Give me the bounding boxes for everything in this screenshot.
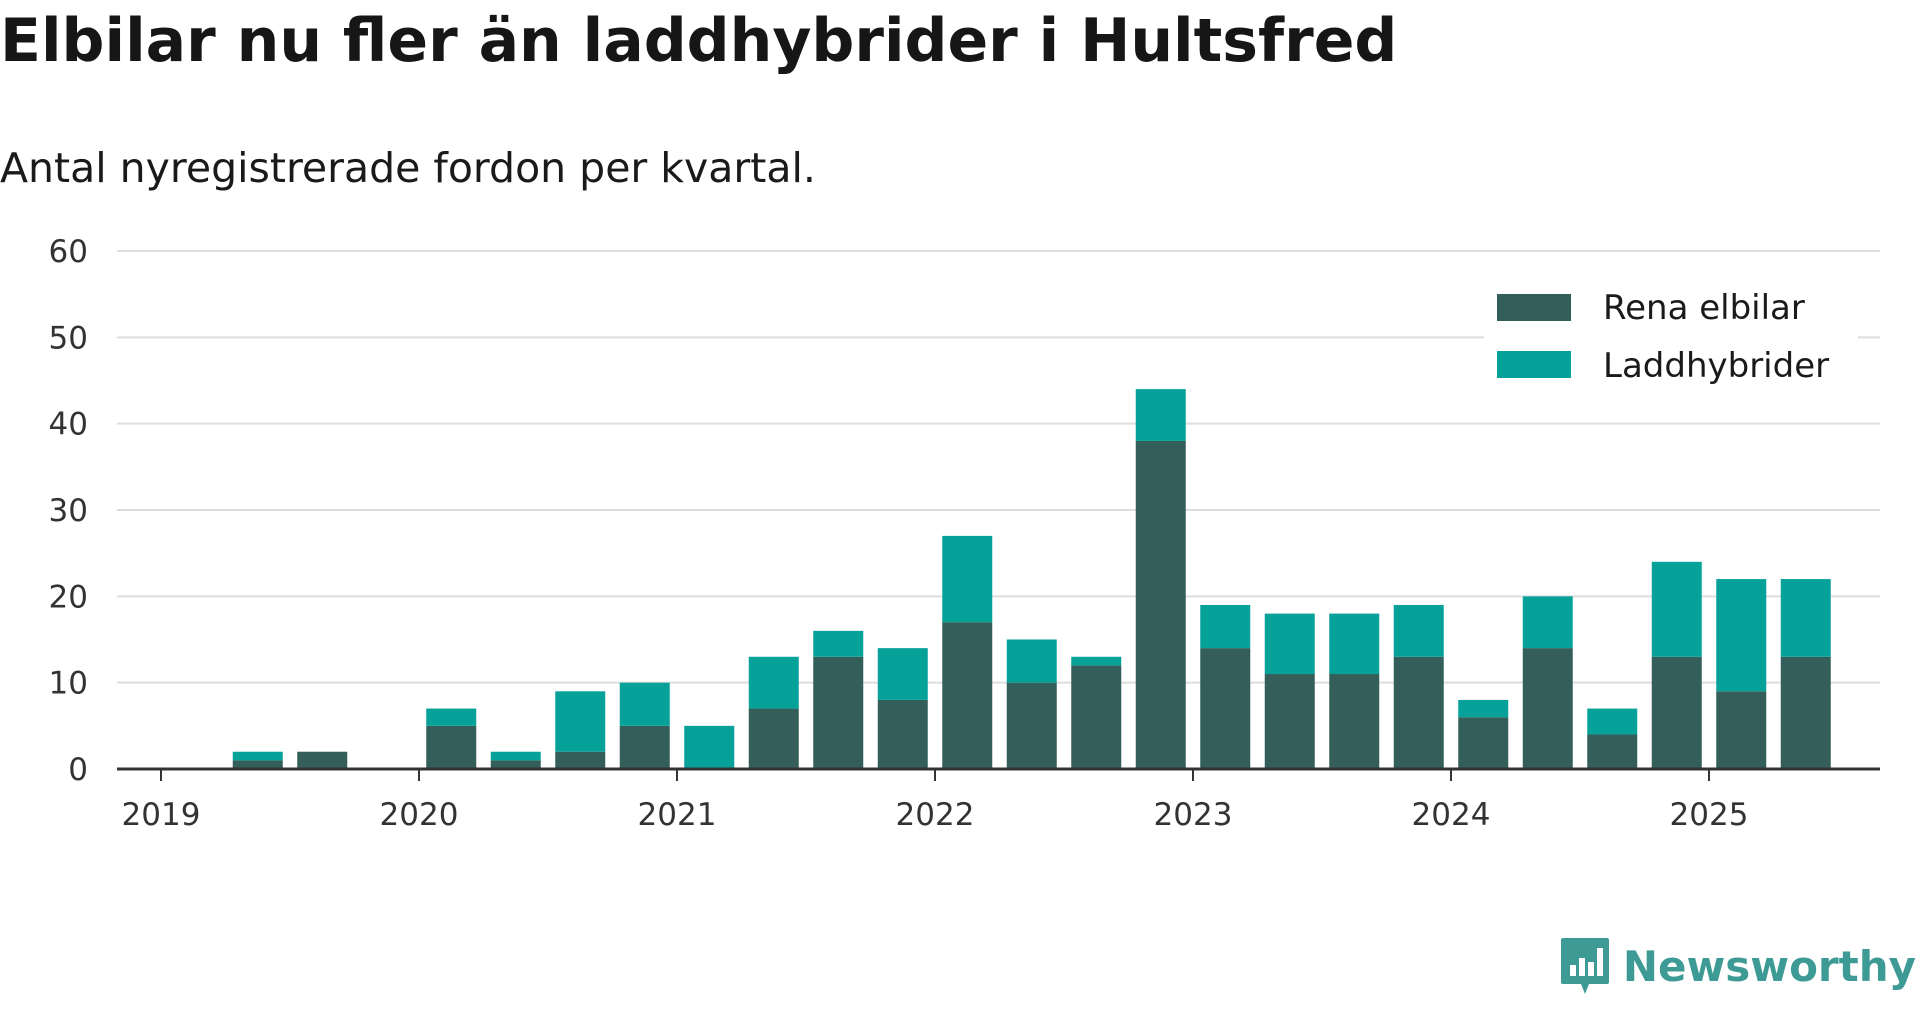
bar-electric [942,622,993,769]
bar-hybrid [1716,579,1767,692]
axes: 2019 2020 2021 2022 2023 2024 2025 [117,767,1880,833]
bar-hybrid [748,656,799,709]
bar-hybrid [1522,596,1573,649]
bar-electric [1458,717,1509,769]
x-tick-label: 2019 [122,797,201,833]
bar-hybrid [1264,613,1315,675]
bar-hybrid [232,751,283,761]
x-tick-label: 2023 [1154,797,1233,833]
bar-hybrid [1651,561,1702,657]
x-tick-label: 2021 [638,797,717,833]
legend-swatch-electric [1497,294,1571,321]
y-tick-label: 30 [49,493,88,529]
bar-electric [297,751,348,769]
bar-hybrid [1135,389,1186,441]
y-tick-label: 60 [49,234,88,270]
bar-electric [490,760,541,769]
bars [232,389,1831,769]
bar-electric [1587,734,1638,769]
x-tick-label: 2022 [896,797,975,833]
bar-electric [232,760,283,769]
legend-label-electric: Rena elbilar [1603,288,1805,328]
bar-electric [748,708,799,769]
bar-hybrid [1200,604,1251,649]
brand-name: Newsworthy [1622,941,1916,991]
brand-logo: Newsworthy [1559,936,1916,996]
bar-hybrid [1329,613,1380,675]
bar-hybrid [1587,708,1638,735]
bar-electric [1780,656,1831,769]
bar-hybrid [1780,579,1831,657]
bar-electric [1716,691,1767,769]
bar-hybrid [555,691,606,752]
bar-hybrid [1458,699,1509,718]
legend-label-hybrid: Laddhybrider [1603,346,1829,386]
bar-electric [426,725,477,769]
y-tick-label: 20 [49,579,88,615]
bar-hybrid [1006,639,1057,683]
legend-swatch-hybrid [1497,351,1571,378]
bar-electric [1651,656,1702,769]
bar-hybrid [684,725,735,769]
y-tick-label: 10 [49,666,88,702]
y-tick-label: 50 [49,320,88,356]
bar-electric [555,751,606,769]
newsworthy-logo-icon [1560,938,1609,994]
bar-hybrid [1071,656,1122,666]
y-tick-label: 0 [68,752,88,788]
bar-electric [1264,674,1315,769]
chart-subtitle: Antal nyregistrerade fordon per kvartal. [0,144,816,192]
bar-hybrid [619,682,670,726]
bar-hybrid [490,751,541,761]
x-tick-label: 2025 [1670,797,1749,833]
legend: Rena elbilar Laddhybrider [1484,278,1858,394]
bar-electric [1071,665,1122,769]
bar-electric [1522,648,1573,769]
x-tick-label: 2020 [380,797,459,833]
bar-electric [1329,674,1380,769]
bar-electric [1393,656,1444,769]
bar-hybrid [1393,604,1444,657]
bar-electric [619,725,670,769]
bar-electric [1135,440,1186,769]
bar-electric [1200,648,1251,769]
bar-hybrid [813,630,864,657]
bar-hybrid [942,535,993,623]
bar-hybrid [426,708,477,726]
x-tick-label: 2024 [1412,797,1491,833]
bar-electric [877,699,928,769]
y-tick-label: 40 [49,407,88,443]
bar-hybrid [877,648,928,700]
chart-title: Elbilar nu fler än laddhybrider i Hultsf… [0,6,1398,76]
bar-electric [1006,682,1057,769]
bar-electric [813,656,864,769]
